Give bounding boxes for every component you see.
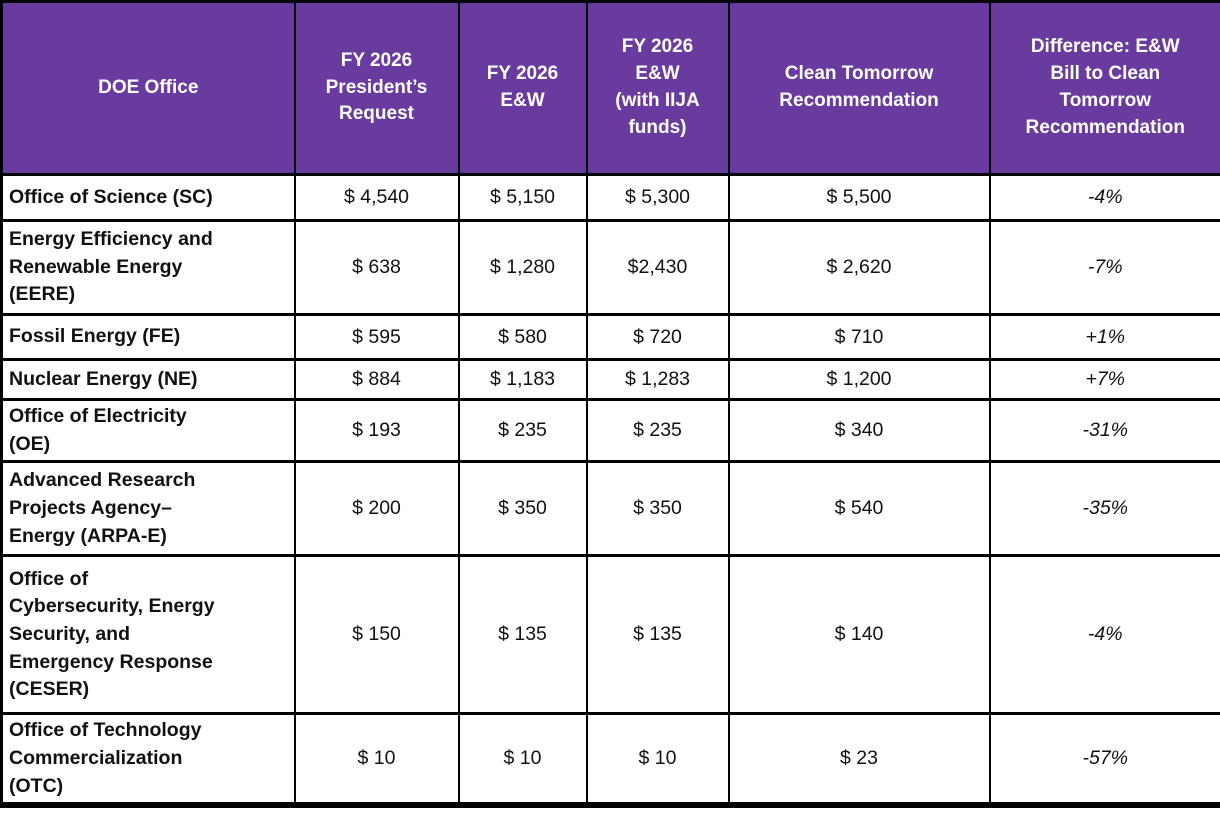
fy2026-ew-value: $ 5,150 <box>457 173 588 222</box>
office-name: Office of Cybersecurity, Energy Security… <box>0 554 296 716</box>
col-header-doe-office: DOE Office <box>0 0 296 176</box>
difference-value: -35% <box>988 460 1220 558</box>
fy2026-ew-iija-value: $ 135 <box>585 554 730 716</box>
difference-value: -57% <box>988 712 1220 807</box>
table-header: DOE Office FY 2026 President’s Request F… <box>0 0 1220 176</box>
fy2026-request-value: $ 4,540 <box>293 173 460 222</box>
fy2026-ew-iija-value: $ 1,283 <box>585 358 730 401</box>
office-name: Advanced Research Projects Agency– Energ… <box>0 460 296 558</box>
col-header-difference: Difference: E&W Bill to Clean Tomorrow R… <box>988 0 1220 176</box>
fy2026-request-value: $ 638 <box>293 219 460 316</box>
fy2026-ew-iija-value: $ 235 <box>585 397 730 464</box>
fy2026-ew-value: $ 10 <box>457 712 588 807</box>
clean-tomorrow-value: $ 710 <box>727 313 991 361</box>
difference-value: -4% <box>988 554 1220 716</box>
clean-tomorrow-value: $ 5,500 <box>727 173 991 222</box>
table-row-arpa-e: Advanced Research Projects Agency– Energ… <box>0 460 1220 558</box>
office-name: Nuclear Energy (NE) <box>0 358 296 401</box>
table-row-fe: Fossil Energy (FE) $ 595 $ 580 $ 720 $ 7… <box>0 313 1220 361</box>
fy2026-request-value: $ 193 <box>293 397 460 464</box>
difference-value: -31% <box>988 397 1220 464</box>
fy2026-ew-value: $ 1,280 <box>457 219 588 316</box>
clean-tomorrow-value: $ 23 <box>727 712 991 807</box>
table-row-sc: Office of Science (SC) $ 4,540 $ 5,150 $… <box>0 173 1220 222</box>
difference-value: -7% <box>988 219 1220 316</box>
fy2026-request-value: $ 884 <box>293 358 460 401</box>
fy2026-request-value: $ 595 <box>293 313 460 361</box>
difference-value: -4% <box>988 173 1220 222</box>
clean-tomorrow-value: $ 340 <box>727 397 991 464</box>
clean-tomorrow-value: $ 140 <box>727 554 991 716</box>
difference-value: +7% <box>988 358 1220 401</box>
col-header-fy2026-ew: FY 2026 E&W <box>457 0 588 176</box>
difference-value: +1% <box>988 313 1220 361</box>
fy2026-ew-iija-value: $ 10 <box>585 712 730 807</box>
table-body: Office of Science (SC) $ 4,540 $ 5,150 $… <box>0 173 1220 807</box>
fy2026-ew-iija-value: $ 5,300 <box>585 173 730 222</box>
doe-budget-table: DOE Office FY 2026 President’s Request F… <box>0 0 1220 809</box>
office-name: Fossil Energy (FE) <box>0 313 296 361</box>
header-row: DOE Office FY 2026 President’s Request F… <box>0 0 1220 176</box>
table-row-ne: Nuclear Energy (NE) $ 884 $ 1,183 $ 1,28… <box>0 358 1220 401</box>
fy2026-ew-value: $ 135 <box>457 554 588 716</box>
table-row-oe: Office of Electricity (OE) $ 193 $ 235 $… <box>0 397 1220 464</box>
fy2026-request-value: $ 10 <box>293 712 460 807</box>
fy2026-ew-iija-value: $ 350 <box>585 460 730 558</box>
office-name: Office of Technology Commercialization (… <box>0 712 296 807</box>
col-header-fy2026-ew-iija: FY 2026 E&W (with IIJA funds) <box>585 0 730 176</box>
clean-tomorrow-value: $ 540 <box>727 460 991 558</box>
col-header-fy2026-presidents-request: FY 2026 President’s Request <box>293 0 460 176</box>
fy2026-request-value: $ 150 <box>293 554 460 716</box>
fy2026-ew-iija-value: $ 720 <box>585 313 730 361</box>
fy2026-ew-value: $ 580 <box>457 313 588 361</box>
fy2026-ew-value: $ 235 <box>457 397 588 464</box>
fy2026-request-value: $ 200 <box>293 460 460 558</box>
fy2026-ew-value: $ 350 <box>457 460 588 558</box>
office-name: Energy Efficiency and Renewable Energy (… <box>0 219 296 316</box>
table-row-ceser: Office of Cybersecurity, Energy Security… <box>0 554 1220 716</box>
table-row-eere: Energy Efficiency and Renewable Energy (… <box>0 219 1220 316</box>
col-header-clean-tomorrow-recommendation: Clean Tomorrow Recommendation <box>727 0 991 176</box>
fy2026-ew-iija-value: $2,430 <box>585 219 730 316</box>
clean-tomorrow-value: $ 1,200 <box>727 358 991 401</box>
clean-tomorrow-value: $ 2,620 <box>727 219 991 316</box>
fy2026-ew-value: $ 1,183 <box>457 358 588 401</box>
office-name: Office of Electricity (OE) <box>0 397 296 464</box>
office-name: Office of Science (SC) <box>0 173 296 222</box>
table-row-otc: Office of Technology Commercialization (… <box>0 712 1220 807</box>
